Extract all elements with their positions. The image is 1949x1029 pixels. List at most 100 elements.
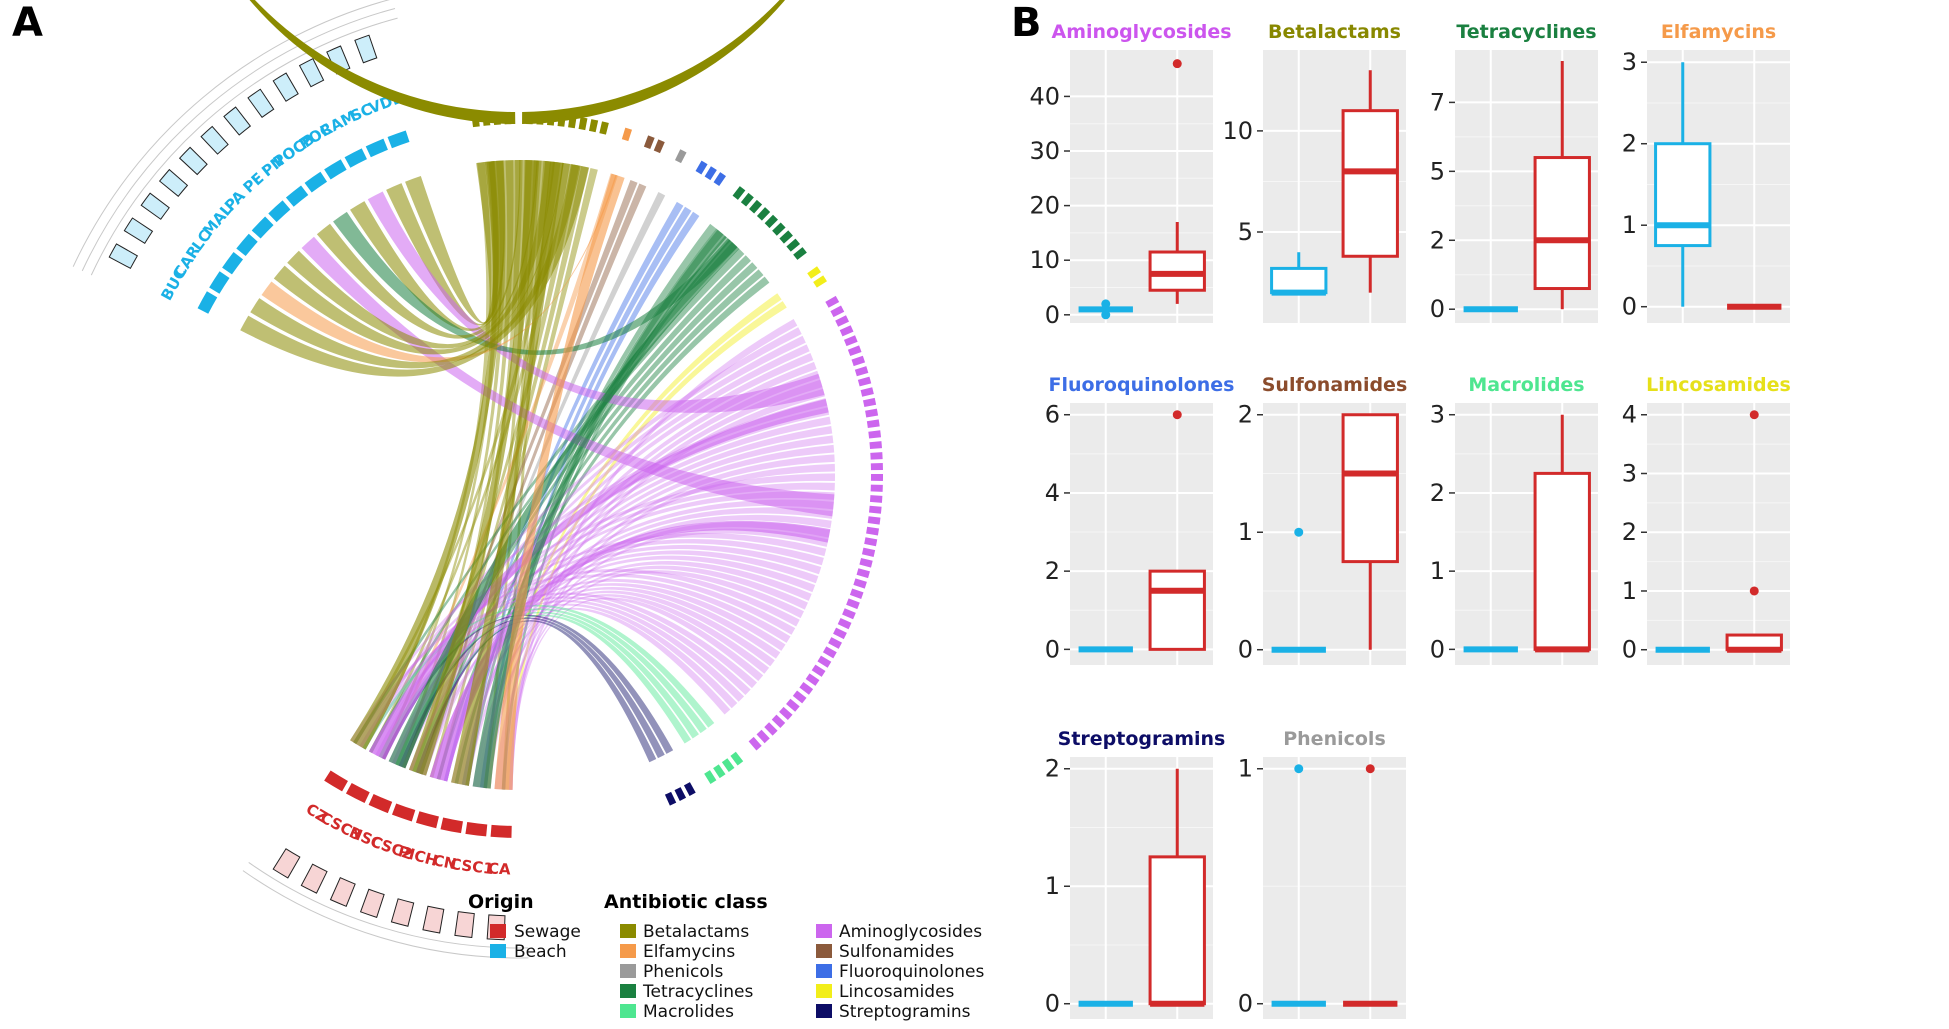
panel-label-b: B (1011, 0, 1042, 46)
class-tick-betalactams (547, 113, 555, 126)
beach-sector-pa (251, 216, 274, 239)
legend-swatch-betalactams (620, 924, 636, 938)
beach-track-line (90, 17, 398, 276)
beach-site-tile-pe (200, 125, 229, 155)
outlier-point (1294, 527, 1304, 537)
box-sewage (1725, 410, 1783, 653)
facet-title: Aminoglycosides (1051, 21, 1231, 43)
outlier-point (1101, 299, 1111, 309)
beach-sector-pocb (304, 171, 328, 193)
beach-site-tile-mal (158, 168, 189, 197)
facet-title: Elfamycins (1661, 21, 1776, 43)
class-tick-aminoglycosides (833, 627, 847, 640)
beach-sector-car (209, 271, 230, 294)
beach-sector-vde (387, 130, 410, 149)
y-tick-label: 4 (1622, 401, 1637, 429)
box-iqr (1341, 413, 1399, 564)
class-tick-aminoglycosides (853, 578, 867, 589)
outlier-point (1365, 764, 1375, 774)
class-tick-aminoglycosides (805, 673, 820, 686)
class-tick-aminoglycosides (771, 714, 786, 728)
facet-title: Phenicols (1283, 728, 1386, 750)
class-tick-aminoglycosides (851, 355, 866, 367)
class-tick-aminoglycosides (868, 505, 882, 514)
legend-label: Lincosamides (839, 982, 955, 1002)
class-tick-betalactams (568, 115, 577, 129)
beach-sector-pn (285, 185, 309, 207)
class-tick-aminoglycosides (867, 516, 881, 525)
y-tick-label: 0 (1238, 990, 1253, 1018)
y-tick-label: 1 (1238, 518, 1253, 546)
y-tick-label: 2 (1045, 755, 1060, 783)
ribbon-aminoglycosides (465, 560, 812, 786)
y-tick-label: 0 (1622, 636, 1637, 664)
sewage-sector-csc3 (345, 783, 370, 804)
ribbon-aminoglycosides (429, 555, 816, 778)
class-tick-aminoglycosides (756, 729, 770, 744)
beach-track-line (72, 0, 391, 267)
ribbon-macrolides (395, 611, 699, 766)
class-tick-aminoglycosides (839, 325, 854, 337)
legend-label: Sulfonamides (839, 942, 954, 962)
beach-site-tile-pa (178, 146, 208, 176)
y-tick-label: 1 (1430, 557, 1445, 585)
y-tick-label: 3 (1430, 401, 1445, 429)
class-tick-aminoglycosides (869, 441, 883, 450)
box-beach (1271, 764, 1326, 1007)
sewage-site-tile-csc2 (359, 888, 385, 918)
sewage-sector-cn (440, 817, 463, 834)
legend-label: Phenicols (643, 962, 723, 982)
facet-aminoglycosides: Aminoglycosides 0 10 20 30 40 (1029, 21, 1231, 329)
y-tick-label: 40 (1029, 82, 1060, 110)
beach-site-tile-pocb (247, 88, 275, 119)
legend-swatch-elfamycins (620, 944, 636, 958)
class-tick-elfamycins (621, 127, 633, 142)
class-tick-fluoroquinolones (704, 166, 717, 181)
class-tick-aminoglycosides (870, 484, 883, 492)
class-tick-betalactams (599, 121, 609, 135)
class-tick-aminoglycosides (825, 295, 840, 308)
legend-label: Betalactams (643, 922, 749, 942)
class-tick-aminoglycosides (854, 366, 869, 377)
class-tick-aminoglycosides (822, 646, 837, 659)
legend-swatch-fluoroquinolones (816, 964, 832, 978)
y-tick-label: 2 (1622, 518, 1637, 546)
outlier-point (1172, 59, 1182, 69)
sewage-sector-cz (324, 770, 348, 792)
class-tick-aminoglycosides (792, 690, 807, 704)
beach-site-tile-ram (298, 58, 325, 88)
beach-site-tile-pn (223, 106, 252, 136)
legend-swatch-sewage (490, 924, 506, 938)
ribbon-sewage-nsc (388, 239, 740, 769)
class-tick-betalactams (525, 112, 534, 125)
class-tick-aminoglycosides (817, 655, 832, 668)
legend-label: Elfamycins (643, 942, 735, 962)
facet-betalactams: Betalactams 5 10 (1222, 21, 1406, 323)
facet-grid: Aminoglycosides010203040Betalactams510Te… (1029, 21, 1791, 1019)
box-beach (1078, 299, 1133, 320)
class-tick-streptogramins (683, 782, 696, 796)
class-tick-fluoroquinolones (713, 172, 726, 186)
ribbon-beach-pocb (333, 211, 738, 355)
class-tick-macrolides (713, 764, 726, 779)
class-tick-macrolides (721, 758, 735, 772)
facet-streptogramins: Streptogramins 0 1 2 (1045, 728, 1225, 1019)
sewage-site-tile-csc1 (454, 911, 475, 939)
outlier-point (1172, 410, 1182, 420)
y-tick-label: 10 (1222, 117, 1253, 145)
ribbon-beach-vde (405, 161, 500, 324)
class-tick-aminoglycosides (870, 473, 884, 481)
class-tick-tetracyclines (779, 230, 793, 244)
ribbon-macrolides (378, 608, 707, 759)
sewage-site-tile-cn (422, 905, 445, 934)
y-tick-label: 0 (1045, 990, 1060, 1018)
class-tick-tetracyclines (786, 238, 801, 252)
legend-label: Streptogramins (839, 1002, 971, 1022)
class-tick-aminoglycosides (857, 376, 872, 387)
ribbon-macrolides (362, 604, 715, 750)
class-tick-fluoroquinolones (695, 160, 708, 175)
legend-swatch-tetracyclines (620, 984, 636, 998)
y-tick-label: 1 (1045, 872, 1060, 900)
class-tick-aminoglycosides (861, 547, 876, 557)
y-tick-label: 0 (1238, 636, 1253, 664)
